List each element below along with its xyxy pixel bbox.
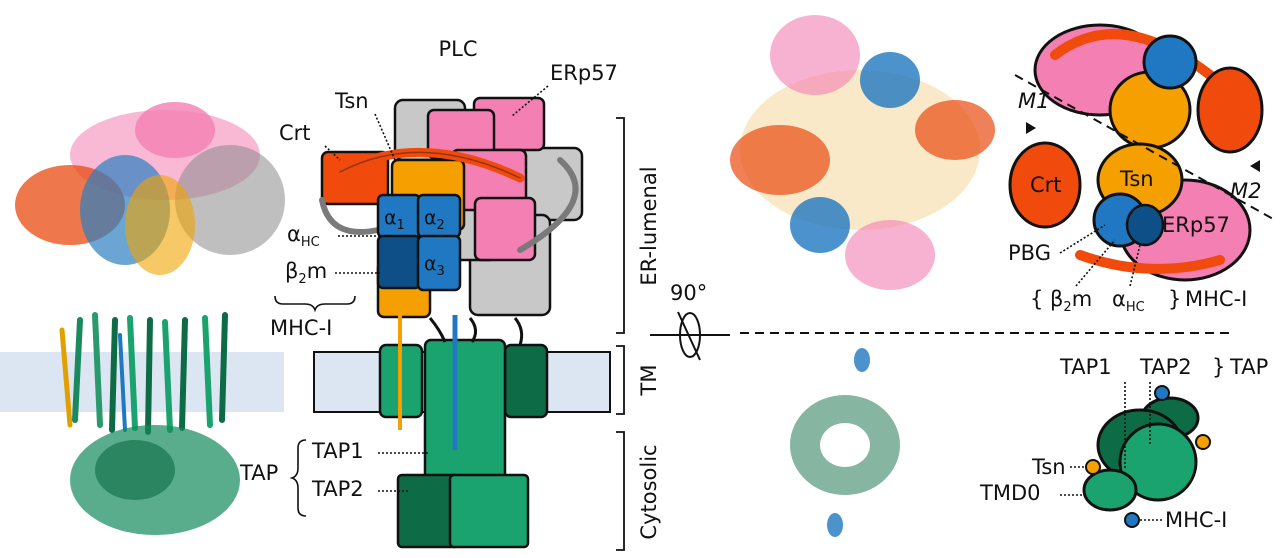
b2m-label: β2m xyxy=(285,259,327,287)
mhc-brace xyxy=(274,295,356,313)
bottom-tmd0-label: TMD0 xyxy=(979,481,1040,505)
cytosolic-label: Cytosolic xyxy=(637,444,661,539)
plc-title: PLC xyxy=(438,37,477,61)
crt-label: Crt xyxy=(279,121,311,145)
bottom-brace: } xyxy=(1212,355,1225,379)
grey-arm-right xyxy=(517,157,579,253)
crt-arm xyxy=(335,148,525,183)
tap-label: TAP xyxy=(239,461,278,485)
tsn-leader xyxy=(374,113,396,161)
rotation-indicator: 90° xyxy=(650,281,1230,361)
mhc-label: MHC-I xyxy=(270,316,332,340)
top-render-mhc-b xyxy=(790,197,850,253)
bottom-tap-label: TAP xyxy=(1229,355,1268,379)
top-crt-right xyxy=(1196,66,1264,154)
bottom-tsn-dot-right xyxy=(1195,434,1211,450)
top-alpha-hc-label: αHC xyxy=(1112,287,1145,315)
cytosolic-bracket xyxy=(616,431,625,551)
er-lumenal-label: ER-lumenal xyxy=(637,166,661,285)
tm-label: TM xyxy=(637,365,661,397)
top-tsn-label: Tsn xyxy=(1119,167,1154,191)
alpha1-label: α1 xyxy=(384,207,405,233)
bottom-render-mhc-b xyxy=(827,513,843,537)
tap1-nbd xyxy=(448,473,530,549)
left-erp57-top xyxy=(135,102,215,158)
m2-label: M2 xyxy=(1230,179,1261,203)
bottom-render-mhc-a xyxy=(854,348,870,372)
crt-block xyxy=(320,150,390,206)
top-view-schematic: M1 M2 Crt Tsn ERp57 PBG β2m αHC { } MHC-… xyxy=(1008,23,1276,315)
left-grey-cluster xyxy=(175,145,285,255)
tap-core xyxy=(423,338,507,482)
left-tsn-cluster xyxy=(125,175,195,275)
alpha-hc-label: αHC xyxy=(287,222,320,250)
crt-arm-outline xyxy=(339,151,521,179)
top-render-erp57-a xyxy=(770,15,860,95)
bottom-structure-render xyxy=(790,348,900,537)
bottom-mhc-dot-top xyxy=(1154,385,1170,401)
left-tm-helices xyxy=(59,312,228,435)
bottom-render-pore xyxy=(820,423,870,467)
linker-2 xyxy=(468,317,477,343)
erp57-block-low xyxy=(473,196,537,262)
alpha3-label: α3 xyxy=(424,253,445,279)
m1-arrow-icon xyxy=(1026,122,1036,134)
top-mhc-upper xyxy=(1142,34,1198,90)
bottom-tsn-dot xyxy=(1085,459,1101,475)
top-erp57-label: ERp57 xyxy=(1162,213,1230,237)
bottom-mhc-label: MHC-I xyxy=(1165,508,1227,532)
bottom-mhc-dot xyxy=(1124,512,1140,528)
tsn-label: Tsn xyxy=(334,89,369,113)
top-render-erp57-b xyxy=(845,220,935,290)
m1-label: M1 xyxy=(1018,89,1049,113)
er-lumenal-bracket xyxy=(616,117,625,334)
rotation-angle: 90° xyxy=(670,281,707,305)
tm-bracket xyxy=(616,345,625,415)
bottom-tap1-label: TAP1 xyxy=(1059,355,1112,379)
top-crt-label: Crt xyxy=(1030,173,1062,197)
linker-3 xyxy=(513,317,524,346)
bottom-tap2-label: TAP2 xyxy=(1139,355,1192,379)
top-brace-left: { xyxy=(1030,287,1043,311)
top-render-crt-right xyxy=(915,100,995,160)
top-structure-render xyxy=(730,15,995,290)
linker-1 xyxy=(428,317,447,343)
tap2-label: TAP2 xyxy=(311,477,364,501)
top-b2m-label: β2m xyxy=(1050,287,1092,315)
pbg-label: PBG xyxy=(1008,241,1051,265)
top-alpha-leader xyxy=(1129,244,1141,287)
left-structure-render xyxy=(0,102,285,535)
b2m-domain xyxy=(376,234,422,290)
bottom-tsn-label: Tsn xyxy=(1031,455,1066,479)
plc-schematic: PLC α1 α2 α3 xyxy=(239,37,661,551)
top-b2m-lower xyxy=(1125,203,1165,247)
bottom-tap1-tmd0 xyxy=(1082,468,1138,512)
tap-brace xyxy=(289,439,307,517)
top-mhc-label: MHC-I xyxy=(1185,287,1247,311)
alpha2-label: α2 xyxy=(424,207,445,233)
top-crt-left xyxy=(1008,141,1082,229)
grey-arm-left xyxy=(319,197,381,235)
left-membrane-band xyxy=(0,352,284,412)
m2-arrow-icon xyxy=(1250,160,1260,172)
top-crt-arm-lower xyxy=(1075,250,1225,274)
pbg-leader xyxy=(1059,224,1106,254)
alpha3-domain xyxy=(416,234,462,292)
symmetry-axis xyxy=(1014,74,1276,221)
erp57-label: ERp57 xyxy=(550,61,618,85)
top-render-crt-left xyxy=(730,125,830,195)
top-brace-right: } xyxy=(1168,287,1181,311)
bottom-view-schematic: TAP1 TAP2 } TAP Tsn TMD0 MHC-I xyxy=(979,355,1268,532)
bottom-tap1 xyxy=(1118,422,1198,502)
top-render-mhc-a xyxy=(860,52,920,108)
tap2-tmd0-block xyxy=(503,343,549,419)
tap1-label: TAP1 xyxy=(311,439,364,463)
left-tap-nbd-dark xyxy=(95,440,175,500)
crt-leader xyxy=(324,145,341,161)
